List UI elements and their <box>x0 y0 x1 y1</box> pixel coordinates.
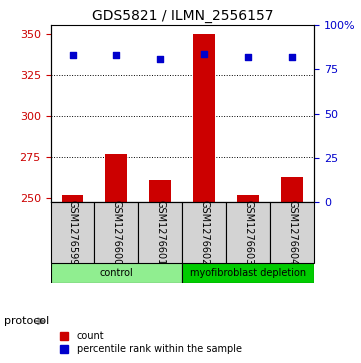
Text: GSM1276603: GSM1276603 <box>243 200 253 265</box>
Point <box>70 53 75 58</box>
Bar <box>237 195 259 201</box>
Text: GSM1276599: GSM1276599 <box>68 200 78 265</box>
FancyBboxPatch shape <box>226 201 270 263</box>
FancyBboxPatch shape <box>51 201 95 263</box>
Bar <box>193 34 215 201</box>
FancyBboxPatch shape <box>51 263 182 283</box>
Point <box>157 56 163 62</box>
Bar <box>281 177 303 201</box>
FancyBboxPatch shape <box>95 201 138 263</box>
FancyBboxPatch shape <box>270 201 314 263</box>
Point <box>113 53 119 58</box>
FancyBboxPatch shape <box>182 201 226 263</box>
Title: GDS5821 / ILMN_2556157: GDS5821 / ILMN_2556157 <box>92 9 273 23</box>
Text: GSM1276601: GSM1276601 <box>155 200 165 265</box>
Bar <box>61 195 83 201</box>
Text: GSM1276602: GSM1276602 <box>199 200 209 265</box>
Point <box>289 54 295 60</box>
Bar <box>105 154 127 201</box>
Text: myofibroblast depletion: myofibroblast depletion <box>190 268 306 278</box>
Text: protocol: protocol <box>4 316 49 326</box>
Legend: count, percentile rank within the sample: count, percentile rank within the sample <box>55 327 246 358</box>
Text: GSM1276600: GSM1276600 <box>112 200 121 265</box>
FancyBboxPatch shape <box>138 201 182 263</box>
Point <box>245 54 251 60</box>
Text: GSM1276604: GSM1276604 <box>287 200 297 265</box>
FancyBboxPatch shape <box>182 263 314 283</box>
Bar <box>149 180 171 201</box>
Point <box>201 51 207 57</box>
Text: control: control <box>100 268 133 278</box>
